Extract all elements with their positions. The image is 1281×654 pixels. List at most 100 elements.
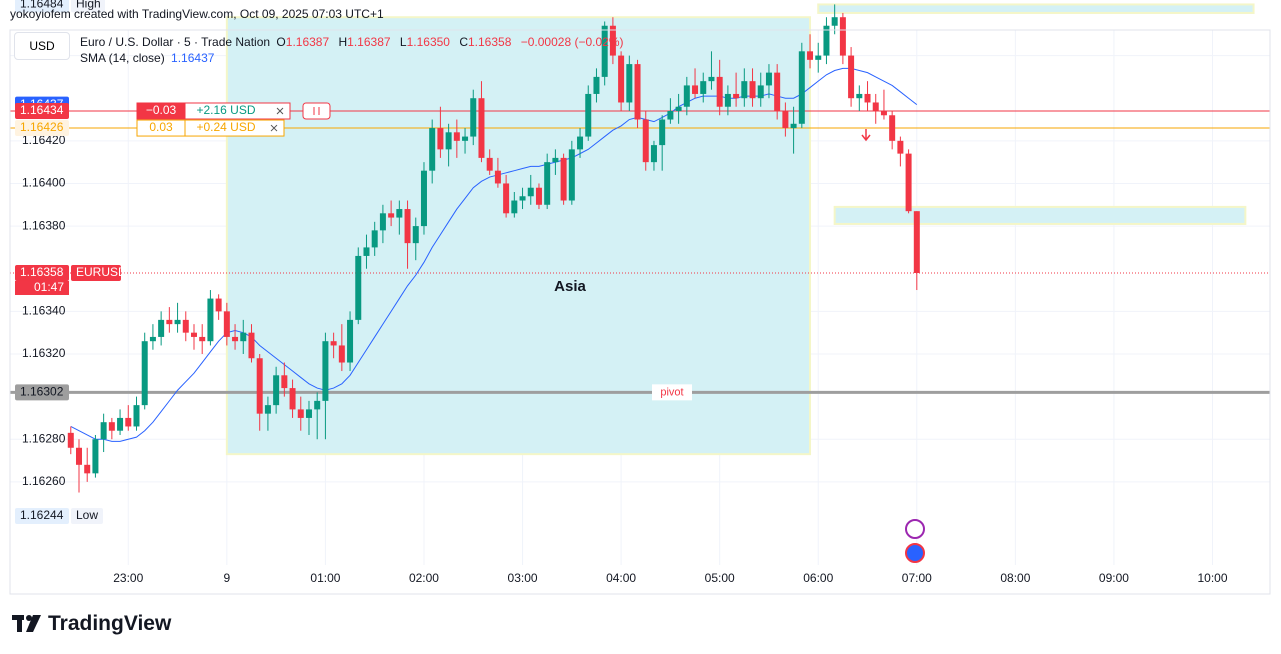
candle: [322, 332, 329, 440]
candle-body: [67, 432, 74, 448]
tag-bg: [71, 507, 103, 524]
candle-body: [626, 64, 633, 103]
candle-body: [782, 110, 789, 129]
y-tick-label: 1.16380: [22, 218, 66, 232]
candle-body: [100, 422, 107, 440]
symbol-title: Euro / U.S. Dollar · 5 · Trade Nation: [80, 35, 271, 49]
ohlc-value: 1.16387: [285, 35, 330, 49]
candle-body: [634, 64, 641, 120]
candle-body: [379, 213, 386, 231]
candle-body: [199, 336, 206, 342]
candle-body: [462, 136, 469, 141]
candle-body: [749, 81, 756, 99]
candle-body: [240, 332, 247, 342]
low-badge-bg: [15, 507, 69, 524]
candle: [273, 366, 280, 414]
candle: [67, 426, 74, 455]
candle: [626, 55, 633, 111]
legend-row: Euro / U.S. Dollar · 5 · Trade Nation O1…: [80, 34, 626, 50]
y-tick-label: 1.16420: [22, 133, 66, 147]
candle-body: [724, 93, 731, 107]
candle: [330, 332, 337, 359]
close-icon[interactable]: [270, 124, 278, 132]
candle-body: [388, 213, 395, 218]
ohlc-item: H1.16387: [339, 35, 394, 49]
reverse-button[interactable]: [302, 102, 331, 120]
candle: [232, 324, 239, 350]
candle-body: [511, 200, 518, 214]
candle-body: [733, 93, 740, 99]
candle: [889, 110, 896, 150]
reverse-icon: [313, 106, 320, 115]
candle: [609, 17, 616, 65]
candle: [149, 324, 156, 350]
candle: [848, 47, 855, 107]
ohlc-letter: H: [338, 35, 348, 49]
candle: [338, 324, 345, 372]
x-tick-label: 07:00: [902, 571, 932, 585]
countdown-bg: [15, 280, 69, 295]
candle-body: [757, 85, 764, 99]
candle-body: [659, 119, 666, 146]
x-tick-label: 01:00: [310, 571, 340, 585]
candle: [305, 400, 312, 435]
candle: [683, 76, 690, 116]
candle-body: [872, 102, 879, 111]
high-badge: 1.16484: [20, 0, 64, 11]
candle: [749, 68, 756, 107]
candle-body: [700, 81, 707, 94]
candle: [281, 362, 288, 397]
candle: [568, 140, 575, 205]
candle-body: [396, 209, 403, 218]
candle-body: [248, 332, 255, 359]
candle-body: [535, 187, 542, 205]
candle: [782, 102, 789, 137]
candle: [404, 200, 411, 269]
candle-body: [593, 76, 600, 94]
attribution: yokoyiofem created with TradingView.com,…: [10, 7, 384, 21]
candle: [174, 302, 181, 333]
candle: [240, 319, 247, 354]
candle: [765, 64, 772, 99]
candle: [823, 17, 830, 65]
candle: [108, 417, 115, 440]
legend-row: SMA (14, close) 1.16437: [80, 50, 626, 66]
candle-body: [108, 422, 115, 431]
y-tick-label: 1.16400: [22, 176, 66, 190]
candle-body: [642, 119, 649, 163]
zone: [817, 3, 1255, 14]
close-icon[interactable]: [276, 107, 284, 115]
tag-bg: [71, 0, 105, 13]
candle-body: [527, 187, 534, 197]
candle: [733, 72, 740, 107]
candle-body: [470, 98, 477, 137]
pivot-badge: 1.16302: [20, 385, 64, 399]
candle-body: [790, 123, 797, 129]
candle-body: [897, 140, 904, 154]
currency-button[interactable]: USD: [14, 32, 70, 60]
candle: [807, 34, 814, 69]
candle: [519, 187, 526, 210]
candle: [486, 149, 493, 175]
candle: [675, 93, 682, 124]
candle-body: [494, 170, 501, 184]
ohlc-letter: O: [276, 35, 286, 49]
candle: [84, 447, 91, 482]
candle: [692, 68, 699, 99]
candle-body: [158, 319, 165, 337]
candle: [535, 183, 542, 210]
sma-value: 1.16437: [171, 51, 215, 65]
candle: [601, 21, 608, 86]
candle-body: [585, 93, 592, 137]
ohlc-item: L1.16350: [400, 35, 453, 49]
y-tick-label: 1.16280: [22, 431, 66, 445]
candle: [494, 157, 501, 188]
candle: [166, 307, 173, 333]
candle: [503, 174, 510, 218]
candle-body: [207, 298, 214, 342]
candle: [642, 110, 649, 171]
candle: [445, 123, 452, 167]
candle: [75, 439, 82, 493]
candle: [158, 311, 165, 346]
candle: [741, 68, 748, 107]
